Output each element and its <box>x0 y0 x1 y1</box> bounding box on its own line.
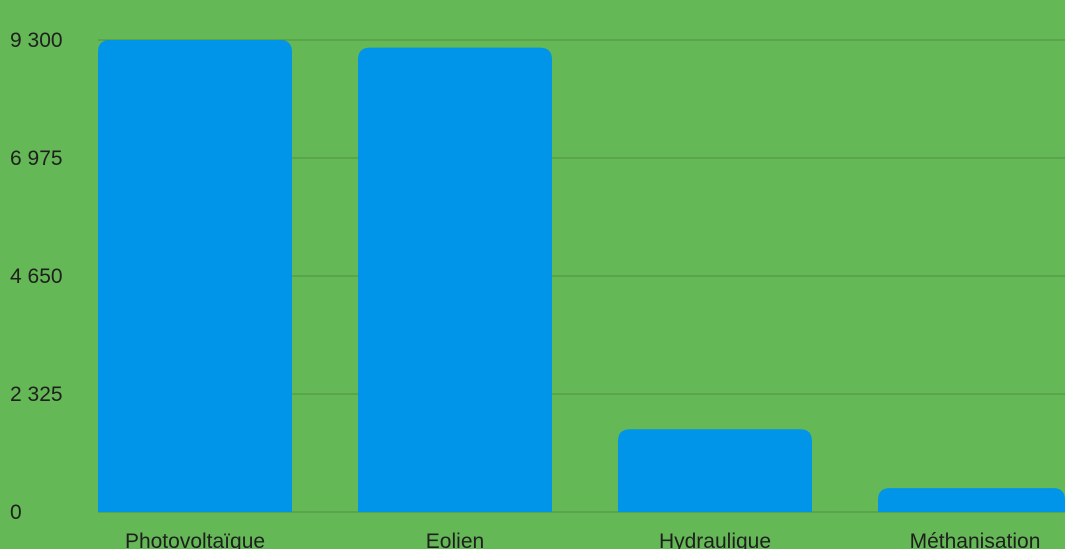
y-tick-label: 6 975 <box>10 147 63 170</box>
x-category-label: Hydraulique <box>659 530 771 549</box>
bar-methanisation <box>878 488 1065 512</box>
y-axis-tick-labels: 0 2 325 4 650 6 975 9 300 <box>10 29 63 524</box>
bar-photovoltaique <box>98 40 292 512</box>
y-tick-label: 4 650 <box>10 265 63 288</box>
y-tick-label: 2 325 <box>10 383 63 406</box>
x-category-label: Photovoltaïque <box>125 530 265 549</box>
bar-hydraulique <box>618 429 812 512</box>
y-tick-label: 0 <box>10 501 22 524</box>
y-tick-label: 9 300 <box>10 29 63 52</box>
bar-eolien <box>358 47 552 512</box>
x-category-label: Méthanisation <box>910 530 1041 549</box>
bars <box>98 40 1065 512</box>
x-category-label: Eolien <box>426 530 484 549</box>
x-axis-category-labels: Photovoltaïque Eolien Hydraulique Méthanisa… <box>125 530 1040 549</box>
